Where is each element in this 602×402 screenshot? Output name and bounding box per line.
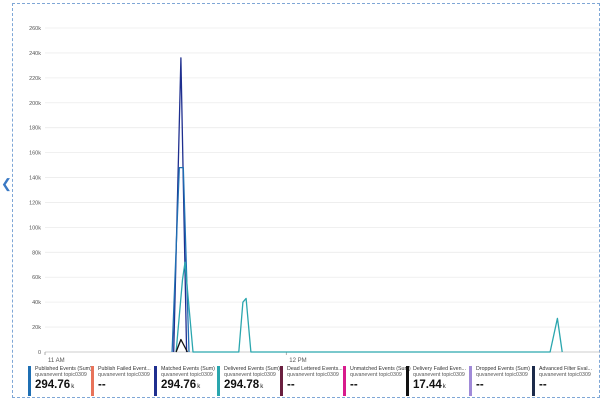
y-tick-label: 40k <box>32 300 41 306</box>
y-tick-label: 200k <box>29 101 41 107</box>
y-tick-label: 0 <box>38 350 41 356</box>
y-tick-label: 260k <box>29 26 41 32</box>
legend-value-number: -- <box>539 379 547 391</box>
y-tick-label: 60k <box>32 275 41 281</box>
y-tick-label: 240k <box>29 51 41 57</box>
legend-value-number: 17.44 <box>413 379 442 391</box>
legend-value: -- <box>98 378 151 392</box>
legend-value-number: -- <box>98 379 106 391</box>
legend-resource-name: quvanevent topic0309 <box>476 372 528 378</box>
legend-value-number: -- <box>476 379 484 391</box>
legend-series-name: Dead Lettered Events... <box>287 366 343 372</box>
chart-grid <box>45 27 600 353</box>
y-tick-label: 140k <box>29 176 41 182</box>
legend-value: -- <box>476 378 529 392</box>
y-axis: 260k 240k 220k 200k 180k 160k 140k 120k 100k 80k 6… <box>29 26 41 356</box>
y-tick-label: 120k <box>29 200 41 206</box>
legend-value-unit: k <box>442 384 446 390</box>
series-line <box>175 261 563 353</box>
legend-series-name: Published Events (Sum) <box>35 366 92 372</box>
legend-series-name: Delivered Events (Sum) <box>224 366 280 372</box>
y-tick-label: 20k <box>32 325 41 331</box>
legend-value-number: 294.76 <box>35 379 71 391</box>
legend-value-number: 294.78 <box>224 379 260 391</box>
legend-value: -- <box>350 378 403 392</box>
legend-resource-name: quvanevent topic0309 <box>539 372 591 378</box>
legend-resource-name: quvanevent topic0309 <box>413 372 465 378</box>
legend-series-name: Publish Failed Event... <box>98 366 151 372</box>
legend-value: -- <box>539 378 592 392</box>
chart-tile <box>12 3 600 398</box>
legend-item[interactable]: Matched Events (Sum) quvanevent topic0309… <box>154 366 215 396</box>
legend-item[interactable]: Delivered Events (Sum) quvanevent topic03… <box>217 366 280 396</box>
legend-resource-name: quvanevent topic0309 <box>224 372 276 378</box>
legend-series-name: Matched Events (Sum) <box>161 366 215 372</box>
legend-value: 17.44k <box>413 378 466 394</box>
x-tick-label: 11 AM <box>48 358 65 364</box>
legend-series-name: Delivery Failed Even... <box>413 366 466 372</box>
y-tick-label: 80k <box>32 250 41 256</box>
legend-value-number: -- <box>350 379 358 391</box>
series-line <box>175 338 188 353</box>
legend-item[interactable]: Advanced Filter Eval... quvanevent topic0… <box>532 366 592 396</box>
x-axis: 11 AM 12 PM <box>44 352 307 364</box>
legend-series-name: Unmatched Events (Sum) <box>350 366 411 372</box>
legend-item[interactable]: Published Events (Sum) quvanevent topic03… <box>28 366 92 396</box>
legend-resource-name: quvanevent topic0309 <box>350 372 402 378</box>
legend-value: 294.76k <box>161 378 214 394</box>
y-tick-label: 160k <box>29 151 41 157</box>
x-tick-label: 12 PM <box>289 358 306 364</box>
legend-item[interactable]: Publish Failed Event... quvanevent topic0… <box>91 366 151 396</box>
legend-value-number: -- <box>287 379 295 391</box>
legend-value: 294.76k <box>35 378 88 394</box>
legend-item[interactable]: Unmatched Events (Sum) quvanevent topic03… <box>343 366 411 396</box>
legend-value: 294.78k <box>224 378 277 394</box>
legend-item[interactable]: Delivery Failed Even... quvanevent topic0… <box>406 366 466 396</box>
legend-value-number: 294.76 <box>161 379 197 391</box>
y-tick-label: 100k <box>29 225 41 231</box>
legend-resource-name: quvanevent topic0309 <box>161 372 213 378</box>
legend-value-unit: k <box>260 384 264 390</box>
y-tick-label: 180k <box>29 126 41 132</box>
legend-resource-name: quvanevent topic0309 <box>35 372 87 378</box>
chevron-left-icon[interactable]: ❮ <box>1 176 12 191</box>
legend-series-name: Dropped Events (Sum) <box>476 366 530 372</box>
y-tick-label: 220k <box>29 76 41 82</box>
legend-value-unit: k <box>71 384 75 390</box>
legend-item[interactable]: Dead Lettered Events... quvanevent topic0… <box>280 366 343 396</box>
legend-value: -- <box>287 378 340 392</box>
chart-series <box>171 57 563 353</box>
series-line <box>171 166 190 353</box>
legend-item[interactable]: Dropped Events (Sum) quvanevent topic0309… <box>469 366 530 396</box>
legend-resource-name: quvanevent topic0309 <box>287 372 339 378</box>
legend-series-name: Advanced Filter Eval... <box>539 366 592 372</box>
legend-resource-name: quvanevent topic0309 <box>98 372 150 378</box>
legend-value-unit: k <box>197 384 201 390</box>
